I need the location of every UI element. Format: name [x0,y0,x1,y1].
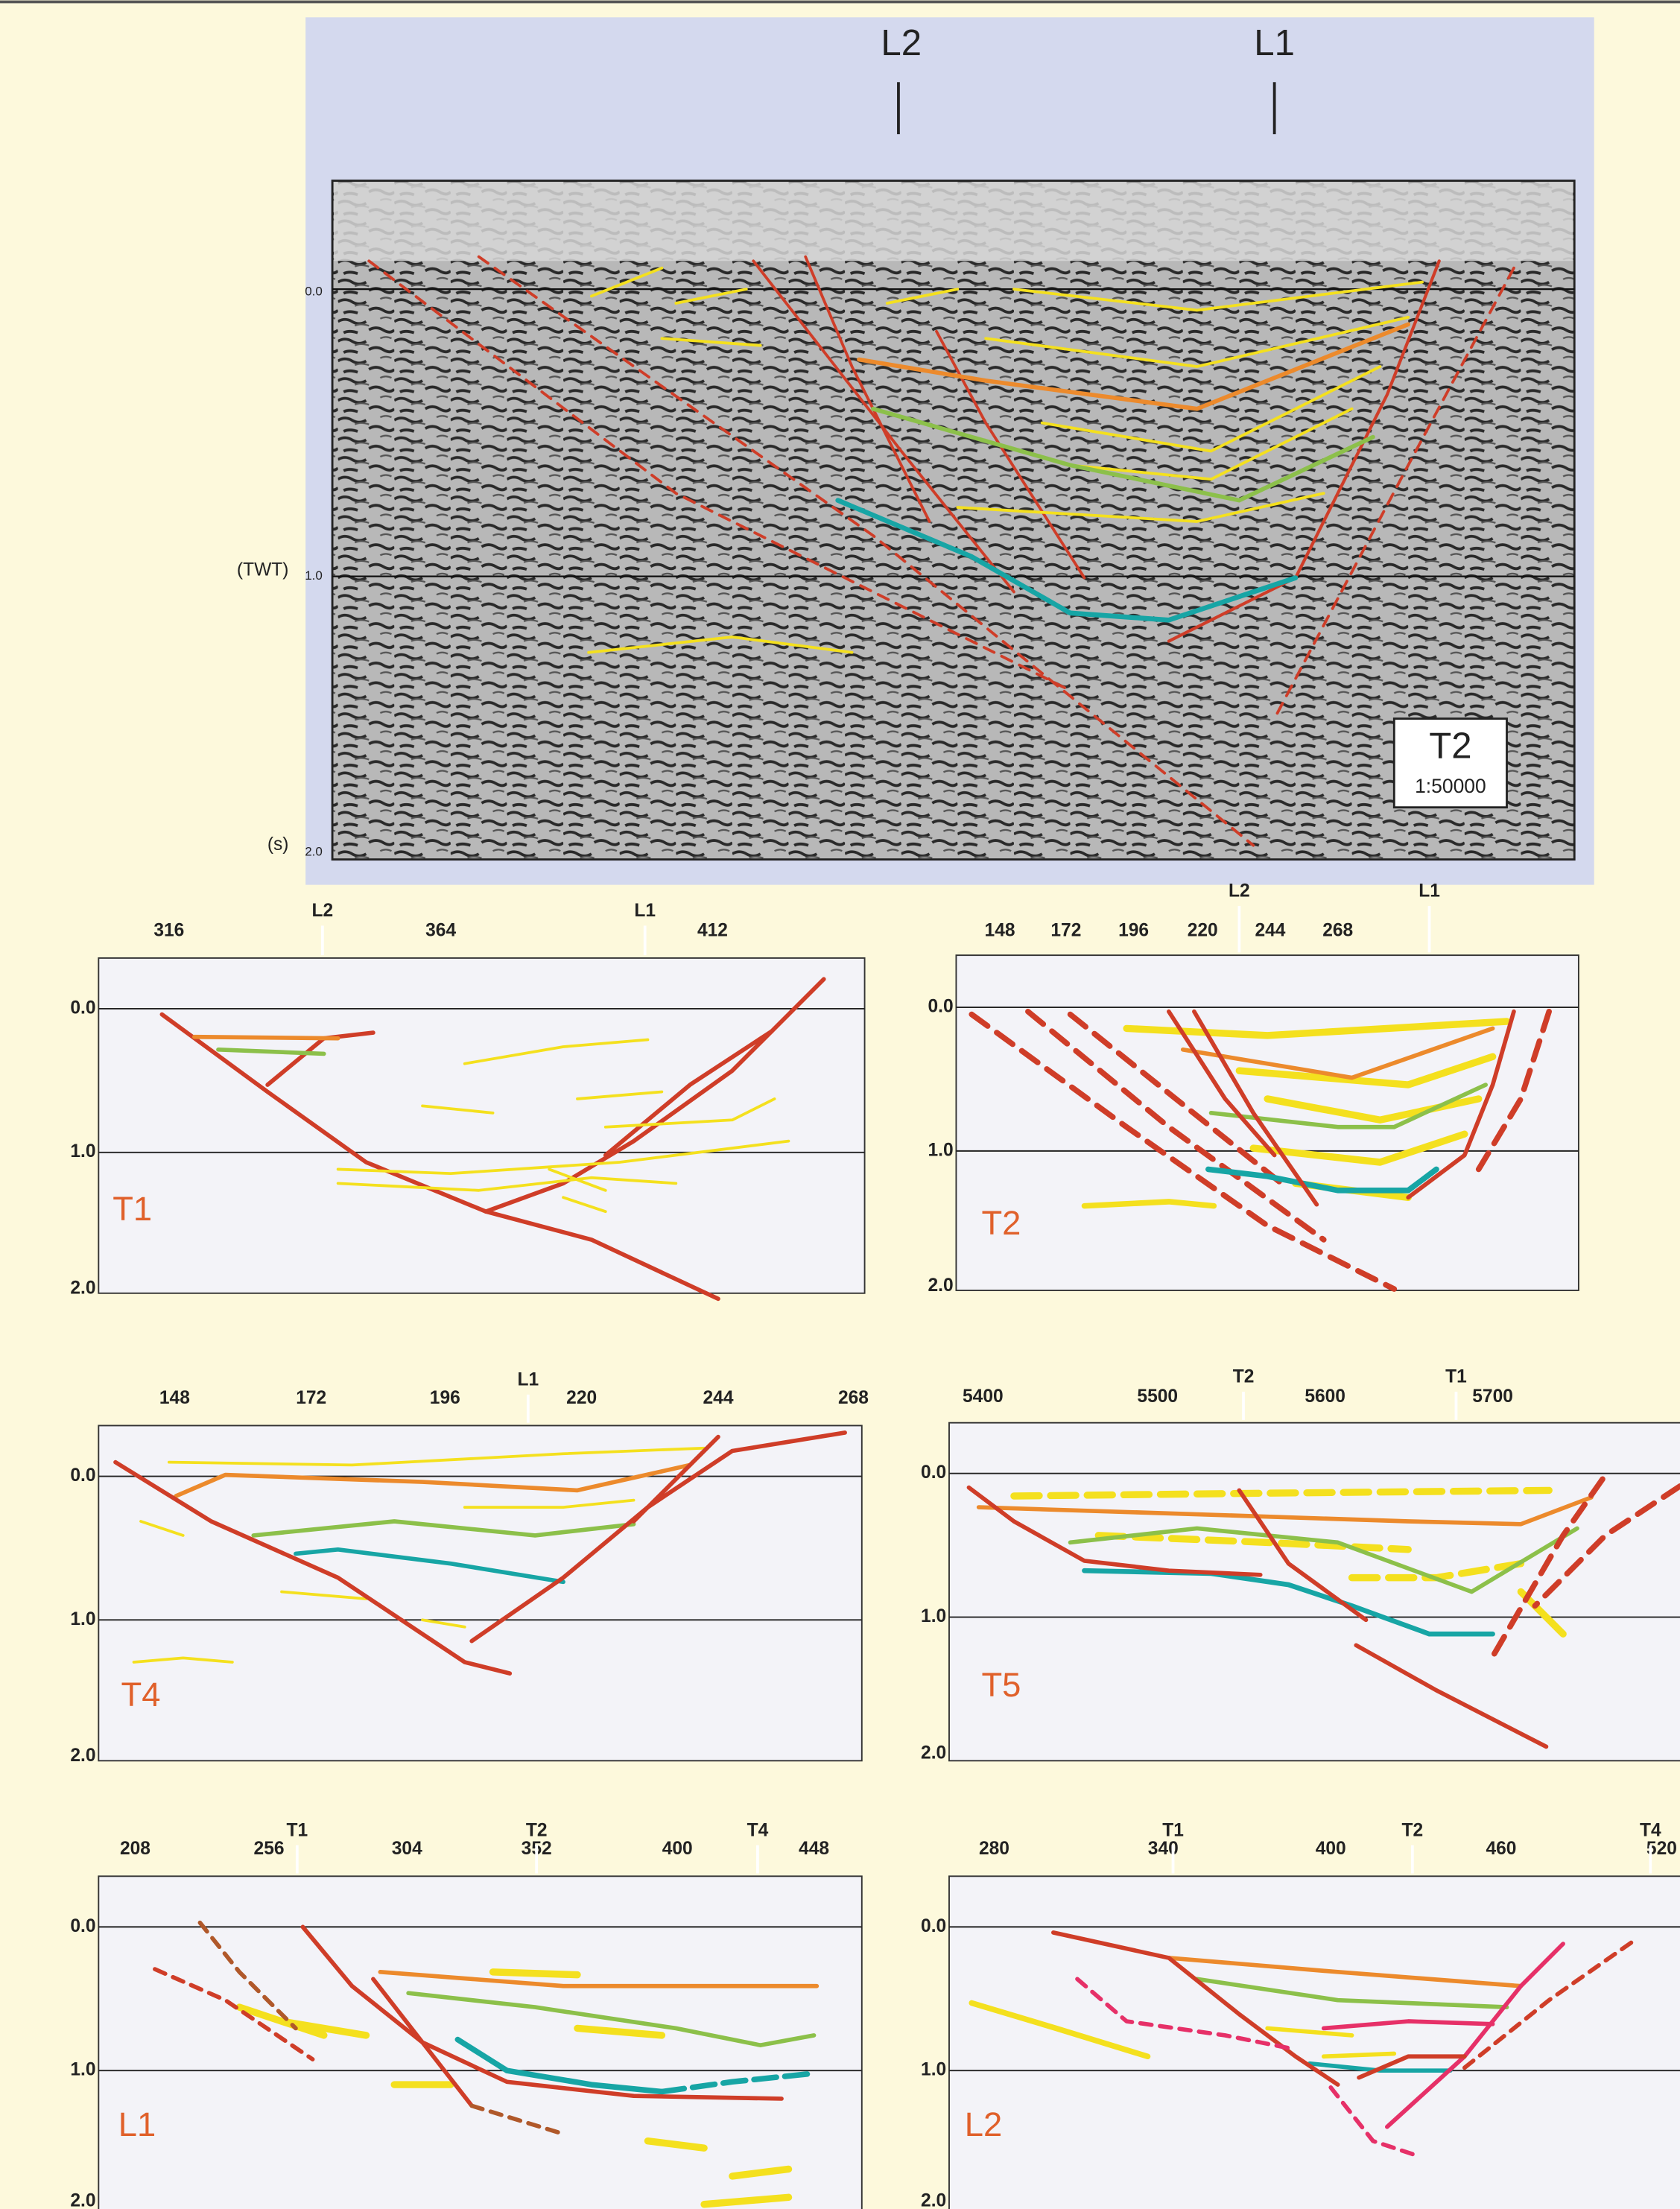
panel-title: T1 [112,1190,152,1228]
y-tick-label: 1.0 [70,1141,95,1161]
intersection-label: L1 [634,901,656,921]
interpreted-line [1084,1202,1214,1206]
intersection-label: T1 [286,1820,308,1840]
x-tick-label: 196 [430,1388,460,1408]
y-tick-label: 2.0 [70,1278,95,1299]
y-tick-label: 0.0 [305,284,323,298]
intersection-label: L1 [517,1369,539,1389]
x-tick-label: 172 [1050,920,1081,940]
y-tick-label: 0.0 [921,1916,946,1936]
seismic-header [334,182,1573,261]
x-tick-label: 400 [662,1839,693,1859]
x-tick-label: 268 [838,1388,869,1408]
panel-frame [949,1876,1680,2209]
interpreted-line [1324,2053,1395,2056]
page: {"main_section": {"intersections": ["L2"… [0,0,1680,2209]
x-tick-label: 196 [1118,920,1149,940]
x-tick-label: 400 [1316,1839,1346,1859]
panel-title: T5 [981,1666,1021,1704]
y-tick-label: 0.0 [70,1465,95,1486]
x-tick-label: 5700 [1472,1386,1513,1407]
y-axis-unit: (s) [267,834,289,855]
x-tick-label: 5600 [1305,1386,1345,1407]
intersection-label: T2 [1402,1820,1424,1840]
x-tick-label: 220 [1188,920,1218,940]
y-tick-label: 0.0 [70,1916,95,1936]
intersection-label: T4 [1640,1820,1661,1840]
x-tick-label: 364 [425,920,456,940]
y-axis-label: (TWT) [237,560,289,580]
y-tick-label: 0.0 [928,997,954,1017]
panel-frame [956,955,1578,1290]
intersection-label: T2 [1233,1367,1255,1387]
figure: L2 L1 0.0 1.0 2.0 (TWT) (s) T2 1:50000 0… [0,0,1680,2209]
intersection-label: L2 [881,23,922,63]
y-tick-label: 1.0 [70,2060,95,2080]
y-tick-label: 2.0 [70,2190,95,2209]
stamp-scale: 1:50000 [1415,775,1486,797]
y-tick-label: 1.0 [928,1140,954,1160]
intersection-label: L2 [1229,881,1250,901]
x-tick-label: 208 [120,1839,150,1859]
x-tick-label: 412 [697,920,728,940]
x-tick-label: 316 [153,920,184,940]
interpreted-line [194,1037,338,1039]
x-tick-label: 244 [1255,920,1285,940]
y-tick-label: 2.0 [305,845,323,859]
y-tick-label: 1.0 [305,568,323,583]
x-tick-label: 220 [566,1388,597,1408]
intersection-label: T2 [526,1820,548,1840]
intersection-label: L2 [312,901,334,921]
y-tick-label: 2.0 [921,1743,946,1763]
y-tick-label: 0.0 [921,1462,946,1483]
intersection-label: L1 [1419,881,1440,901]
panel-title: L2 [965,2105,1002,2143]
x-tick-label: 460 [1486,1839,1516,1859]
panel-title: L1 [118,2105,156,2143]
y-tick-label: 2.0 [70,1746,95,1766]
y-tick-label: 1.0 [921,2060,946,2080]
stamp-title: T2 [1429,726,1471,766]
y-tick-label: 2.0 [928,1275,954,1296]
y-tick-label: 1.0 [921,1606,946,1626]
intersection-label: T1 [1445,1367,1467,1387]
y-tick-label: 2.0 [921,2190,946,2209]
seismic-section [332,181,1574,860]
x-tick-label: 148 [985,920,1015,940]
x-tick-label: 280 [979,1839,1009,1859]
intersection-label: T4 [747,1820,769,1840]
top-border [0,1,1680,4]
x-tick-label: 244 [703,1388,734,1408]
panel-title: T4 [121,1676,161,1714]
x-tick-label: 148 [159,1388,190,1408]
intersection-label: T1 [1162,1820,1184,1840]
panel-title: T2 [981,1204,1021,1242]
x-tick-label: 5500 [1137,1386,1178,1407]
x-tick-label: 172 [296,1388,326,1408]
y-tick-label: 0.0 [70,998,95,1018]
x-tick-label: 304 [392,1839,422,1859]
x-tick-label: 256 [254,1839,285,1859]
intersection-label: L1 [1254,23,1295,63]
interpreted-line [493,1972,577,1975]
y-tick-label: 1.0 [70,1609,95,1629]
x-tick-label: 5400 [963,1386,1004,1407]
x-tick-label: 268 [1322,920,1353,940]
x-tick-label: 448 [799,1839,829,1859]
